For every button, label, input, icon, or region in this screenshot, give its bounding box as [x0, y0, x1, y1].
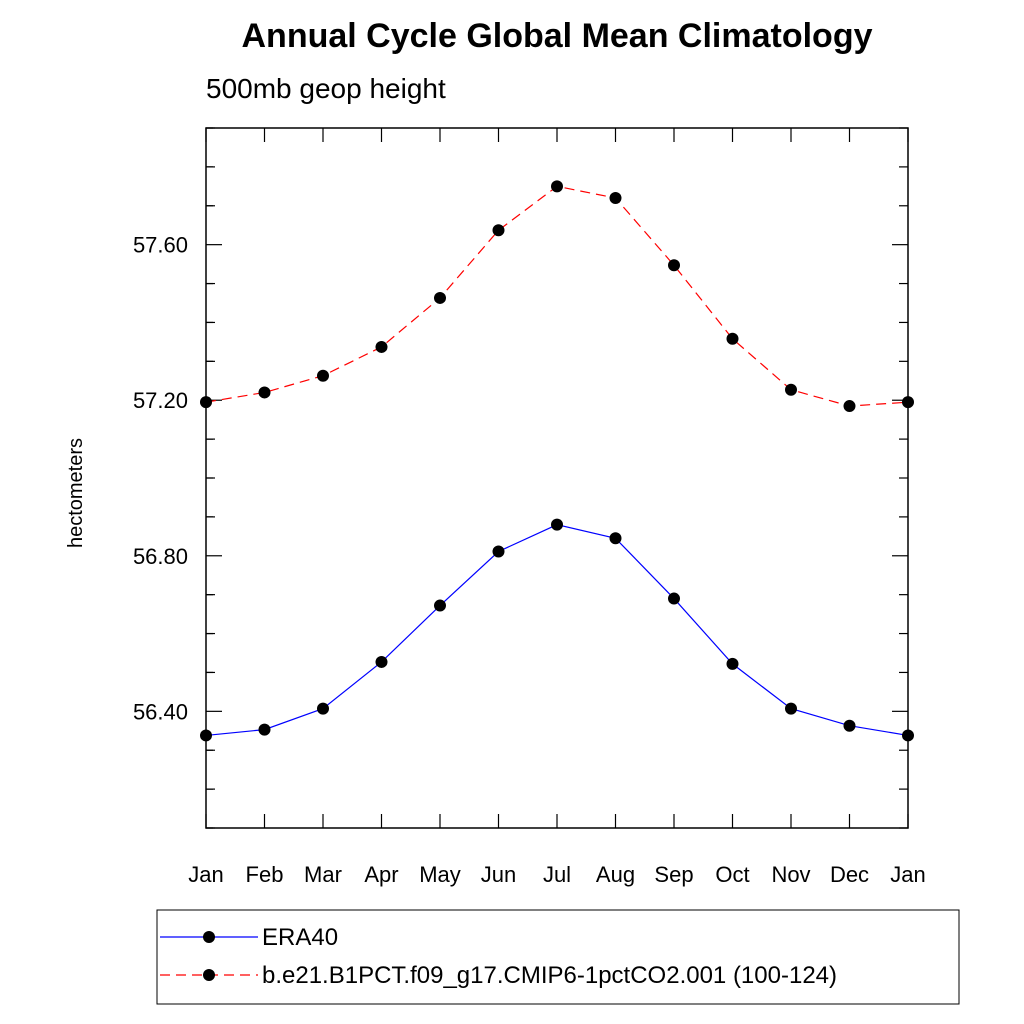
- legend-marker-2: [203, 969, 215, 981]
- legend-marker-1: [203, 931, 215, 943]
- x-tick-label: May: [419, 862, 461, 887]
- x-tick-label: Sep: [654, 862, 693, 887]
- x-tick-label: Jul: [543, 862, 571, 887]
- series-2-point: [551, 180, 563, 193]
- plot-area: Jan Feb Mar Apr May Jun Jul Aug Sep Oct Nov Dec Jan 5…: [133, 127, 926, 887]
- series-1-point: [375, 655, 388, 668]
- x-tick-label: Apr: [364, 862, 398, 887]
- y-axis-label: hectometers: [65, 438, 87, 548]
- x-tick-label: Dec: [830, 862, 869, 887]
- series-line-1: [205, 524, 909, 737]
- legend-label-2: b.e21.B1PCT.f09_g17.CMIP6-1pctCO2.001 (1…: [262, 962, 837, 989]
- plot-frame: [205, 127, 909, 829]
- legend-box: [156, 909, 960, 1005]
- x-tick-label: Aug: [596, 862, 635, 887]
- x-tick-label: Jan: [890, 862, 925, 887]
- series-2-point: [668, 259, 680, 272]
- series-line-2: [205, 185, 909, 407]
- series-1-point: [843, 719, 856, 732]
- x-tick-label: Feb: [246, 862, 284, 887]
- series-2-point: [843, 400, 856, 413]
- series-2-point: [434, 291, 446, 304]
- series-1-point: [258, 723, 271, 736]
- series-2-point: [492, 224, 505, 237]
- series-1-point: [668, 592, 680, 605]
- series-2-point: [258, 386, 271, 399]
- x-tick-label: Nov: [771, 862, 810, 887]
- y-tick-label: 57.20: [133, 388, 188, 413]
- y-tick-label: 57.60: [133, 233, 188, 258]
- x-tick-label: Jun: [481, 862, 516, 887]
- series-1-point: [434, 599, 446, 612]
- series-2-point: [317, 369, 329, 382]
- series-1-point: [726, 657, 739, 670]
- series-1-point: [317, 702, 329, 715]
- series-1-point: [609, 532, 622, 545]
- series-2-point: [375, 340, 388, 353]
- legend: ERA40 b.e21.B1PCT.f09_g17.CMIP6-1pctCO2.0…: [156, 909, 960, 1005]
- chart-title: Annual Cycle Global Mean Climatology: [242, 17, 873, 55]
- series-1-point: [551, 518, 563, 531]
- x-tick-label: Jan: [188, 862, 223, 887]
- series-1-point: [785, 702, 797, 715]
- x-tick-label: Oct: [715, 862, 749, 887]
- series-1-point: [492, 545, 505, 558]
- series-2-point: [609, 192, 622, 204]
- y-tick-label: 56.80: [133, 544, 188, 569]
- chart-subtitle: 500mb geop height: [206, 73, 446, 104]
- y-tick-label: 56.40: [133, 699, 188, 724]
- series-2-point: [785, 383, 797, 396]
- legend-label-1: ERA40: [262, 924, 338, 951]
- x-tick-label: Mar: [304, 862, 342, 887]
- series-2-point: [726, 332, 739, 345]
